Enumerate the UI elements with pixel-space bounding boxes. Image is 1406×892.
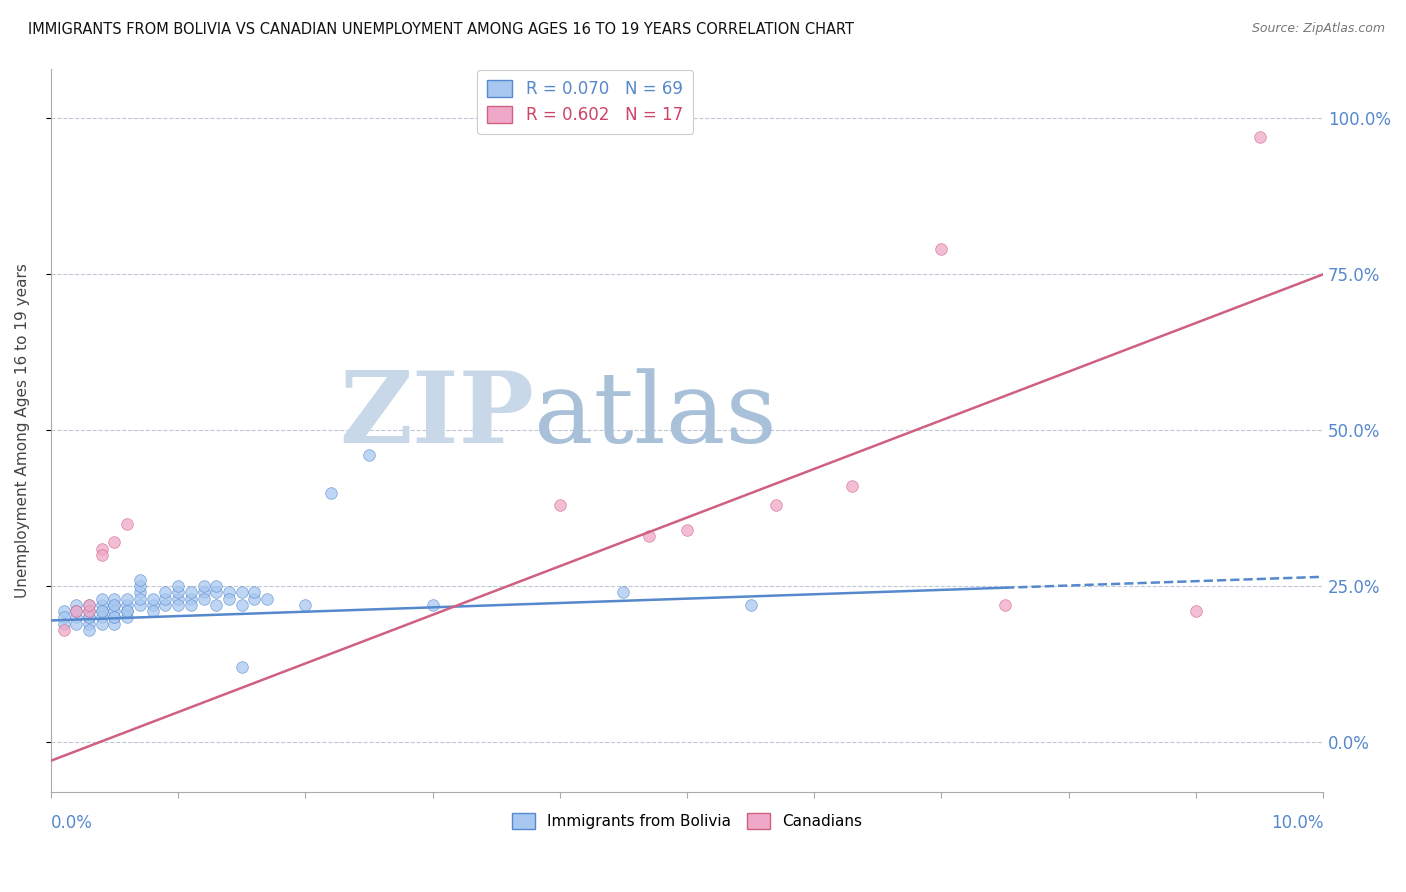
Point (115, 591, 138, 606)
Point (548, 498, 571, 512)
Point (115, 516, 138, 531)
Point (994, 598, 1017, 612)
Point (841, 479, 863, 493)
Point (128, 585, 150, 599)
Point (180, 591, 202, 606)
Point (180, 585, 202, 599)
Point (90, 604, 112, 618)
Point (205, 585, 228, 599)
Point (90, 591, 112, 606)
Point (1185, 604, 1208, 618)
Point (357, 448, 380, 462)
Text: IMMIGRANTS FROM BOLIVIA VS CANADIAN UNEMPLOYMENT AMONG AGES 16 TO 19 YEARS CORRE: IMMIGRANTS FROM BOLIVIA VS CANADIAN UNEM… (28, 22, 853, 37)
Point (256, 591, 278, 606)
Point (103, 616, 125, 631)
Point (167, 585, 190, 599)
Point (90, 541, 112, 556)
Point (193, 591, 215, 606)
Point (128, 579, 150, 593)
Point (142, 591, 165, 606)
Point (128, 591, 150, 606)
Text: ZIP: ZIP (339, 368, 534, 464)
Point (90, 548, 112, 562)
Point (77, 604, 100, 618)
Point (193, 585, 215, 599)
Point (77, 623, 100, 637)
Text: Source: ZipAtlas.com: Source: ZipAtlas.com (1251, 22, 1385, 36)
Point (765, 498, 787, 512)
Point (155, 591, 177, 606)
Y-axis label: Unemployment Among Ages 16 to 19 years: Unemployment Among Ages 16 to 19 years (15, 263, 30, 598)
Point (231, 660, 253, 674)
Text: atlas: atlas (534, 368, 778, 464)
Point (142, 598, 165, 612)
Point (180, 598, 202, 612)
Point (319, 485, 342, 500)
Point (155, 598, 177, 612)
Point (612, 585, 634, 599)
Point (90, 604, 112, 618)
Point (205, 598, 228, 612)
Point (77, 604, 100, 618)
Point (65, 598, 87, 612)
Point (931, 243, 953, 257)
Point (77, 598, 100, 612)
Point (90, 598, 112, 612)
Text: 10.0%: 10.0% (1271, 814, 1323, 831)
Point (243, 585, 266, 599)
Point (115, 598, 138, 612)
Point (103, 610, 125, 624)
Point (155, 585, 177, 599)
Point (52, 616, 75, 631)
Point (167, 598, 190, 612)
Point (90, 616, 112, 631)
Point (142, 604, 165, 618)
Point (128, 598, 150, 612)
Point (52, 623, 75, 637)
Point (422, 598, 444, 612)
Point (231, 585, 253, 599)
Point (115, 610, 138, 624)
Point (128, 573, 150, 587)
Point (65, 610, 87, 624)
Point (243, 591, 266, 606)
Point (294, 598, 316, 612)
Point (77, 598, 100, 612)
Point (167, 591, 190, 606)
Point (65, 604, 87, 618)
Point (52, 604, 75, 618)
Point (103, 610, 125, 624)
Point (77, 610, 100, 624)
Text: 0.0%: 0.0% (51, 814, 93, 831)
Point (90, 610, 112, 624)
Point (65, 604, 87, 618)
Point (115, 604, 138, 618)
Point (103, 604, 125, 618)
Point (167, 579, 190, 593)
Point (52, 610, 75, 624)
Point (77, 610, 100, 624)
Point (115, 604, 138, 618)
Point (193, 579, 215, 593)
Point (103, 598, 125, 612)
Point (218, 591, 240, 606)
Legend: Immigrants from Bolivia, Canadians: Immigrants from Bolivia, Canadians (506, 806, 868, 835)
Point (637, 529, 659, 543)
Point (77, 616, 100, 631)
Point (103, 598, 125, 612)
Point (103, 591, 125, 606)
Point (676, 523, 699, 537)
Point (205, 579, 228, 593)
Point (65, 616, 87, 631)
Point (218, 585, 240, 599)
Point (1249, 130, 1271, 145)
Point (231, 598, 253, 612)
Point (740, 598, 762, 612)
Point (103, 535, 125, 549)
